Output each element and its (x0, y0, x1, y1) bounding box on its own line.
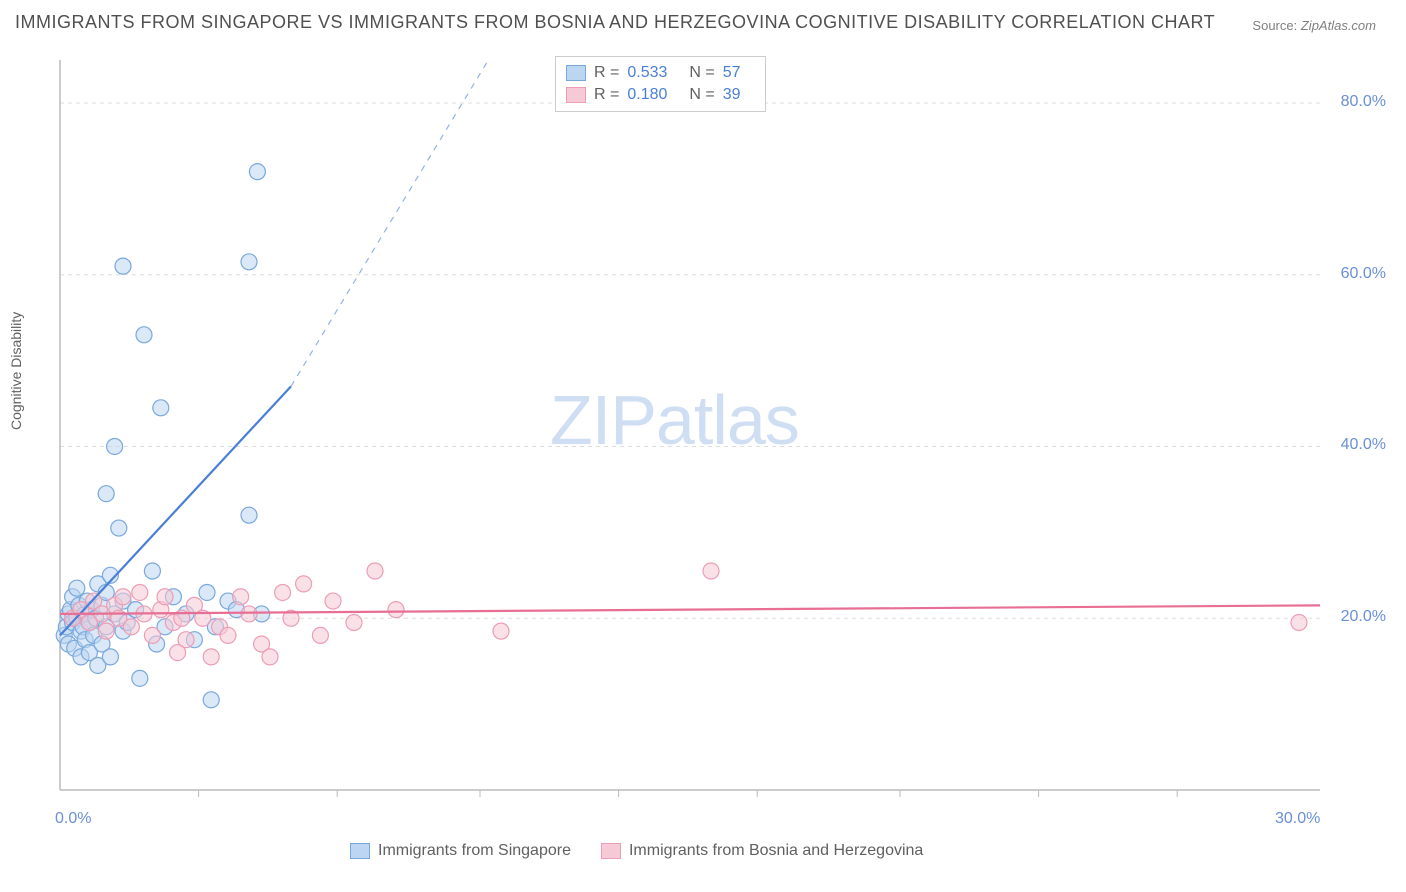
legend-N-value: 39 (723, 86, 741, 104)
y-tick-label: 20.0% (1341, 608, 1386, 626)
source-value: ZipAtlas.com (1301, 18, 1376, 33)
legend-R-value: 0.180 (627, 86, 667, 104)
legend-stat-row: R = 0.533 N = 57 (566, 62, 755, 84)
legend-swatch (566, 65, 586, 81)
legend-R-value: 0.533 (627, 64, 667, 82)
scatter-plot (50, 50, 1370, 820)
legend-stat-row: R = 0.180 N = 39 (566, 84, 755, 106)
legend-R-label: R = (594, 86, 619, 104)
legend-series-label: Immigrants from Singapore (378, 842, 571, 860)
legend-swatch (350, 843, 370, 859)
y-tick-label: 60.0% (1341, 265, 1386, 283)
legend-swatch (566, 87, 586, 103)
x-tick-label: 30.0% (1275, 810, 1320, 828)
x-tick-label: 0.0% (55, 810, 91, 828)
legend-series-label: Immigrants from Bosnia and Herzegovina (629, 842, 923, 860)
legend-swatch (601, 843, 621, 859)
y-tick-label: 40.0% (1341, 436, 1386, 454)
legend-series-item: Immigrants from Bosnia and Herzegovina (601, 842, 923, 860)
chart-title: IMMIGRANTS FROM SINGAPORE VS IMMIGRANTS … (15, 12, 1215, 33)
correlation-legend: R = 0.533 N = 57 R = 0.180 N = 39 (555, 56, 766, 112)
legend-N-value: 57 (723, 64, 741, 82)
legend-series-item: Immigrants from Singapore (350, 842, 571, 860)
y-axis-label: Cognitive Disability (8, 312, 24, 430)
series-legend: Immigrants from Singapore Immigrants from… (350, 842, 923, 860)
legend-N-label: N = (689, 64, 714, 82)
source-label: Source: (1252, 18, 1297, 33)
source-attribution: Source: ZipAtlas.com (1252, 18, 1376, 33)
legend-R-label: R = (594, 64, 619, 82)
y-tick-label: 80.0% (1341, 93, 1386, 111)
legend-N-label: N = (689, 86, 714, 104)
